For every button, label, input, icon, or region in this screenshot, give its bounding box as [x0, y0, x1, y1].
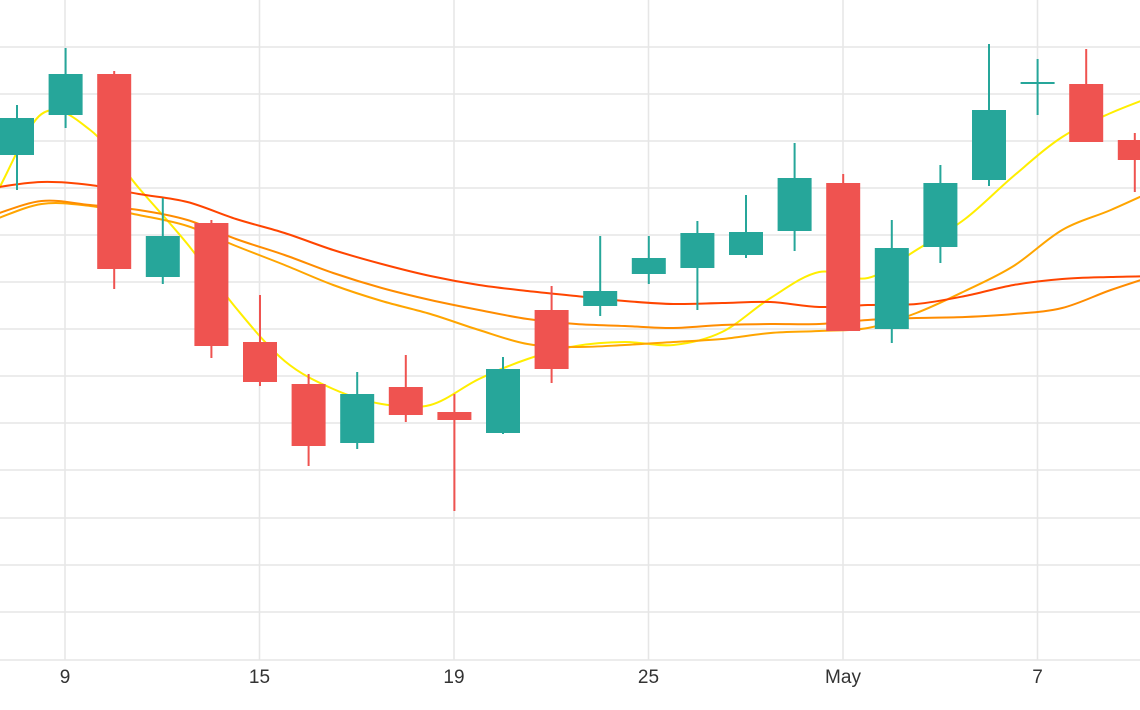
candle: [777, 143, 812, 251]
candle-body: [243, 342, 277, 382]
candle-body: [486, 369, 520, 433]
candle: [972, 44, 1006, 186]
candle: [923, 165, 958, 263]
candle: [631, 236, 666, 284]
candle-body: [194, 223, 229, 346]
candle-body: [1117, 140, 1140, 160]
candle-body: [923, 183, 958, 247]
candle: [486, 357, 520, 434]
candle-body: [1069, 84, 1104, 142]
candle-body: [777, 178, 812, 231]
candle: [194, 220, 229, 358]
candle: [1020, 59, 1055, 115]
candle: [583, 236, 618, 316]
candle: [340, 372, 375, 449]
candle: [874, 220, 909, 343]
candle: [388, 355, 423, 422]
candle-body: [437, 412, 472, 420]
x-tick-label: 25: [638, 667, 659, 688]
candle-body: [631, 258, 666, 274]
candle-body: [583, 291, 618, 306]
candle: [145, 198, 180, 284]
candle-body: [97, 74, 132, 269]
candle-body: [340, 394, 375, 443]
candle-body: [729, 232, 763, 255]
candle-body: [0, 118, 34, 155]
x-tick-label: 19: [443, 667, 464, 688]
x-axis-ticks: 9 15 19 25 May 7: [60, 667, 1043, 688]
candle: [97, 71, 132, 289]
grid-lines: [0, 0, 1140, 661]
candle: [1069, 49, 1104, 142]
candle: [1117, 133, 1140, 192]
x-tick-label: May: [825, 667, 861, 688]
candle-body: [874, 248, 909, 329]
candle: [0, 105, 34, 190]
candle: [437, 394, 472, 511]
candle-body: [972, 110, 1006, 180]
x-tick-label: 7: [1032, 667, 1043, 688]
candle-body: [388, 387, 423, 415]
candle: [291, 374, 326, 466]
candle-body: [680, 233, 715, 268]
x-tick-label: 15: [249, 667, 270, 688]
candle-body: [534, 310, 569, 369]
candle-body: [48, 74, 83, 115]
candle: [826, 174, 861, 331]
candle: [680, 221, 715, 310]
candle-body: [291, 384, 326, 446]
candle-body: [1020, 82, 1055, 84]
x-tick-label: 9: [60, 667, 71, 688]
candle-body: [145, 236, 180, 277]
candle: [48, 48, 83, 128]
candles: [0, 44, 1140, 511]
candle: [243, 295, 277, 386]
moving-average-line-1: [0, 100, 1140, 409]
candle-body: [826, 183, 861, 331]
candle: [534, 286, 569, 383]
candle: [729, 195, 763, 258]
